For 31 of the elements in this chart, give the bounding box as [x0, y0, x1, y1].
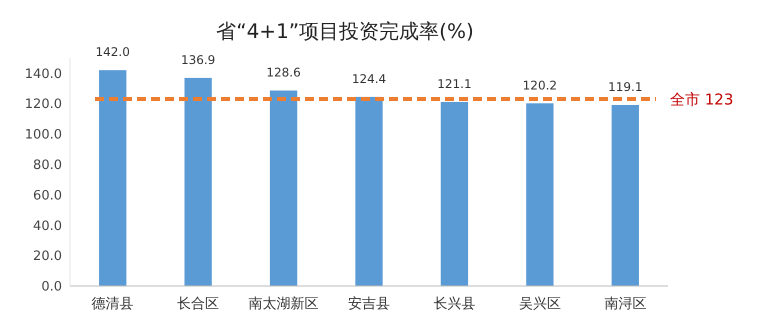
data-label: 136.9 — [180, 52, 216, 67]
x-tick-label: 德清县 — [92, 296, 134, 312]
bar — [99, 70, 126, 286]
bar — [270, 90, 298, 286]
chart-title: 省“4+1”项目投资完成率(%) — [216, 19, 474, 43]
bar — [355, 96, 383, 286]
x-tick-label: 安吉县 — [348, 296, 390, 312]
data-label: 120.2 — [522, 78, 558, 92]
x-tick-label: 长合区 — [177, 296, 220, 312]
data-label: 128.6 — [266, 66, 301, 80]
data-label: 121.1 — [437, 76, 472, 91]
x-tick-label: 南太湖新区 — [248, 296, 319, 312]
y-tick-label: 40.0 — [33, 218, 62, 234]
bar — [440, 102, 468, 286]
y-tick-label: 0.0 — [41, 280, 62, 295]
ref-line-label: 全市 123 — [670, 90, 734, 108]
y-tick-label: 140.0 — [24, 66, 62, 82]
bar — [526, 103, 554, 286]
y-tick-label: 20.0 — [33, 249, 62, 264]
bar — [612, 104, 639, 286]
data-label: 142.0 — [96, 45, 130, 60]
bar — [184, 78, 212, 286]
x-tick-label: 吴兴区 — [518, 296, 561, 312]
y-tick-label: 80.0 — [33, 158, 62, 173]
x-tick-label: 南浔区 — [604, 296, 646, 312]
y-tick-label: 120.0 — [24, 97, 62, 112]
x-tick-label: 长兴县 — [433, 296, 476, 312]
y-tick-label: 100.0 — [24, 128, 62, 143]
y-tick-label: 60.0 — [33, 188, 62, 204]
data-label: 119.1 — [608, 80, 642, 94]
data-label: 124.4 — [352, 72, 386, 86]
